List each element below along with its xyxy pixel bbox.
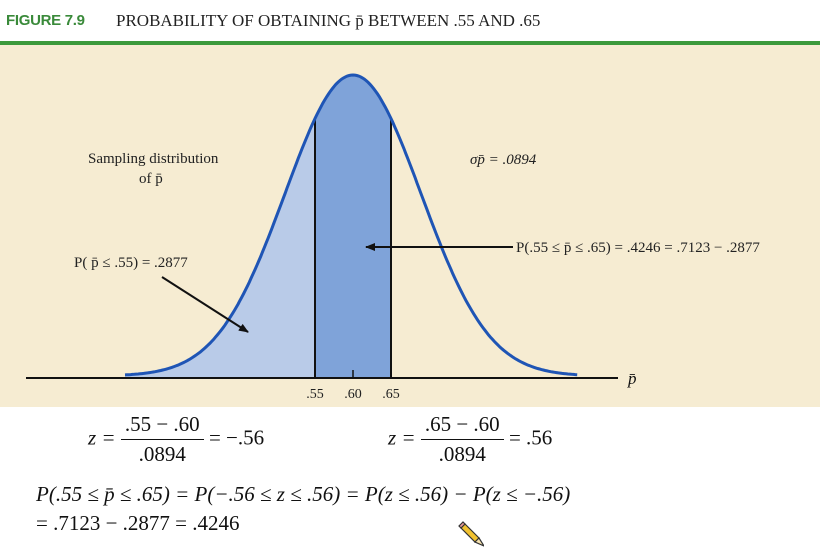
sigma-label: σp̄ = .0894 [470,152,537,168]
left-prob-label: P( p̄ ≤ .55) = .2877 [74,255,188,271]
figure-header: FIGURE 7.9 PROBABILITY OF OBTAINING p̄ B… [0,0,833,42]
probability-line-2: = .7123 − .2877 = .4246 [36,511,240,535]
figure-label: FIGURE 7.9 [6,12,85,29]
tick-label: .65 [382,387,400,402]
z1-fraction: .55 − .60 .0894 [120,412,204,467]
mid-prob-label: P(.55 ≤ p̄ ≤ .65) = .4246 = .7123 − .287… [516,240,760,256]
z2-fraction: .65 − .60 .0894 [420,412,504,467]
left-tail-region [125,118,315,378]
tick-label: .55 [306,387,324,402]
sampling-label-line2: of p̄ [139,171,163,187]
z2-result: = .56 [508,425,553,450]
probability-line-1: P(.55 ≤ p̄ ≤ .65) = P(−.56 ≤ z ≤ .56) = … [36,482,571,506]
figure-title: PROBABILITY OF OBTAINING p̄ BETWEEN .55 … [116,11,541,30]
z1-result: = −.56 [208,425,265,450]
z2-lhs: z = [388,425,416,450]
tick-label: .60 [344,387,362,402]
tick-marks: .55 .60 .65 [306,370,400,402]
middle-region [315,75,391,378]
z1-lhs: z = [88,425,116,450]
chart-panel [0,45,820,407]
chart-svg: .55 .60 .65 p̄ Sampling distribution of p̄… [26,73,760,402]
z2-numerator: .65 − .60 [420,412,504,440]
header-rule [0,41,820,45]
z1-numerator: .55 − .60 [120,412,204,440]
z2-denominator: .0894 [438,442,486,466]
axis-label: p̄ [627,369,637,388]
pencil-icon [458,521,484,547]
normal-curve [124,73,578,377]
z2-equation: z = .65 − .60 .0894 = .56 [388,412,552,467]
z1-equation: z = .55 − .60 .0894 = −.56 [88,412,264,467]
z1-denominator: .0894 [138,442,186,466]
left-prob-arrow [161,276,249,333]
sampling-label-line1: Sampling distribution [88,151,219,167]
